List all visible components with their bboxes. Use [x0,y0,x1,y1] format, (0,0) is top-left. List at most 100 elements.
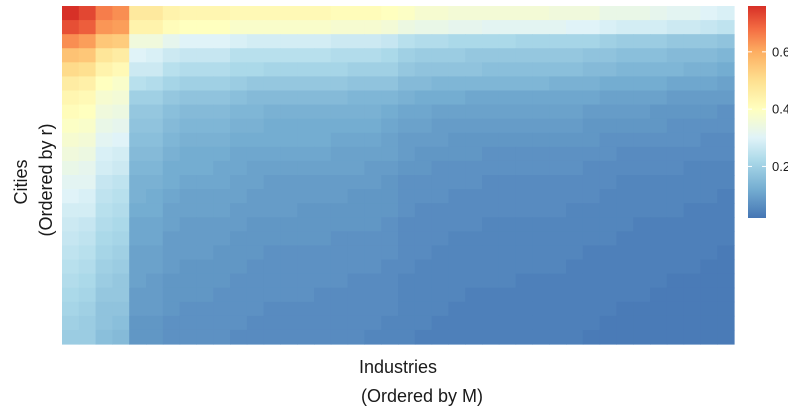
heatmap-cell [146,62,164,78]
heatmap-cell [230,329,248,345]
heatmap-cell [330,76,349,92]
heatmap-cell [683,287,701,303]
heatmap-cell [717,160,735,176]
heatmap-cell [650,104,668,120]
heatmap-cell [112,146,130,162]
heatmap-cell [582,245,601,261]
heatmap-cell [280,273,298,289]
heatmap-cell [448,48,466,63]
heatmap-cell [129,118,147,134]
heatmap-cell [599,20,617,35]
heatmap-cell [381,118,399,134]
heatmap-cell [364,20,382,35]
heatmap-cell [62,62,80,78]
heatmap-cell [78,48,97,63]
heatmap-cell [129,90,147,106]
heatmap-cell [263,132,281,148]
heatmap-cell [650,132,668,148]
heatmap-cell [666,104,685,120]
heatmap-cell [297,189,315,204]
heatmap-cell [162,132,181,148]
heatmap-cell [213,203,231,218]
heatmap-cell [314,203,332,218]
heatmap-cell [280,90,298,106]
heatmap-cell [549,259,567,275]
heatmap-cell [263,231,281,247]
heatmap-cell [297,301,315,317]
heatmap-cell [297,217,315,232]
heatmap-cell [330,203,349,218]
heatmap-cell [179,203,197,218]
heatmap-cell [129,273,147,289]
heatmap-cell [112,287,130,303]
heatmap-cell [213,20,231,35]
heatmap-cell [381,245,399,261]
heatmap-cell [515,189,533,204]
heatmap-cell [364,301,382,317]
heatmap-cell [213,62,231,78]
heatmap-cell [683,315,701,331]
heatmap-cell [246,259,265,275]
heatmap-cell [515,160,533,176]
heatmap-cell [62,245,80,261]
heatmap-cell [717,175,735,190]
heatmap-cell [398,189,416,204]
heatmap-cell [633,301,651,317]
heatmap-cell [246,62,265,78]
heatmap-cell [700,20,718,35]
heatmap-cell [381,62,399,78]
heatmap-cell [431,217,449,232]
heatmap-cell [398,203,416,218]
heatmap-cell [482,189,500,204]
heatmap-cell [582,301,601,317]
heatmap-cell [650,76,668,92]
heatmap-cell [213,315,231,331]
heatmap-cell [297,76,315,92]
heatmap-cell [62,203,80,218]
heatmap-cell [700,118,718,134]
heatmap-cell [431,315,449,331]
heatmap-cell [112,329,130,345]
heatmap-cell [549,48,567,63]
heatmap-cell [95,315,113,331]
heatmap-cell [717,301,735,317]
heatmap-cell [314,217,332,232]
heatmap-cell [196,315,214,331]
heatmap-cell [616,6,634,21]
heatmap-cell [633,20,651,35]
heatmap-cell [162,48,181,63]
heatmap-cell [196,90,214,106]
heatmap-cell [566,76,584,92]
heatmap-cell [549,160,567,176]
heatmap-cell [78,132,97,148]
heatmap-cell [599,34,617,49]
heatmap-cell [78,76,97,92]
heatmap-cell [717,20,735,35]
heatmap-cell [431,146,449,162]
heatmap-cell [62,301,80,317]
heatmap-cell [414,62,433,78]
heatmap-cell [381,90,399,106]
heatmap-cell [650,245,668,261]
heatmap-cell [582,146,601,162]
heatmap-cell [666,245,685,261]
heatmap-cell [599,146,617,162]
heatmap-cell [162,20,181,35]
heatmap-cell [398,6,416,21]
heatmap-cell [347,189,365,204]
heatmap-cell [246,301,265,317]
heatmap-cell [330,329,349,345]
heatmap-cell [616,90,634,106]
heatmap-cell [582,118,601,134]
heatmap-cell [347,259,365,275]
heatmap-cell [129,20,147,35]
heatmap-cell [347,160,365,176]
heatmap-cell [549,62,567,78]
heatmap-cell [515,315,533,331]
heatmap-cell [482,48,500,63]
heatmap-cell [230,287,248,303]
heatmap-cell [666,301,685,317]
heatmap-cell [448,20,466,35]
heatmap-cell [314,48,332,63]
heatmap-cell [62,34,80,49]
